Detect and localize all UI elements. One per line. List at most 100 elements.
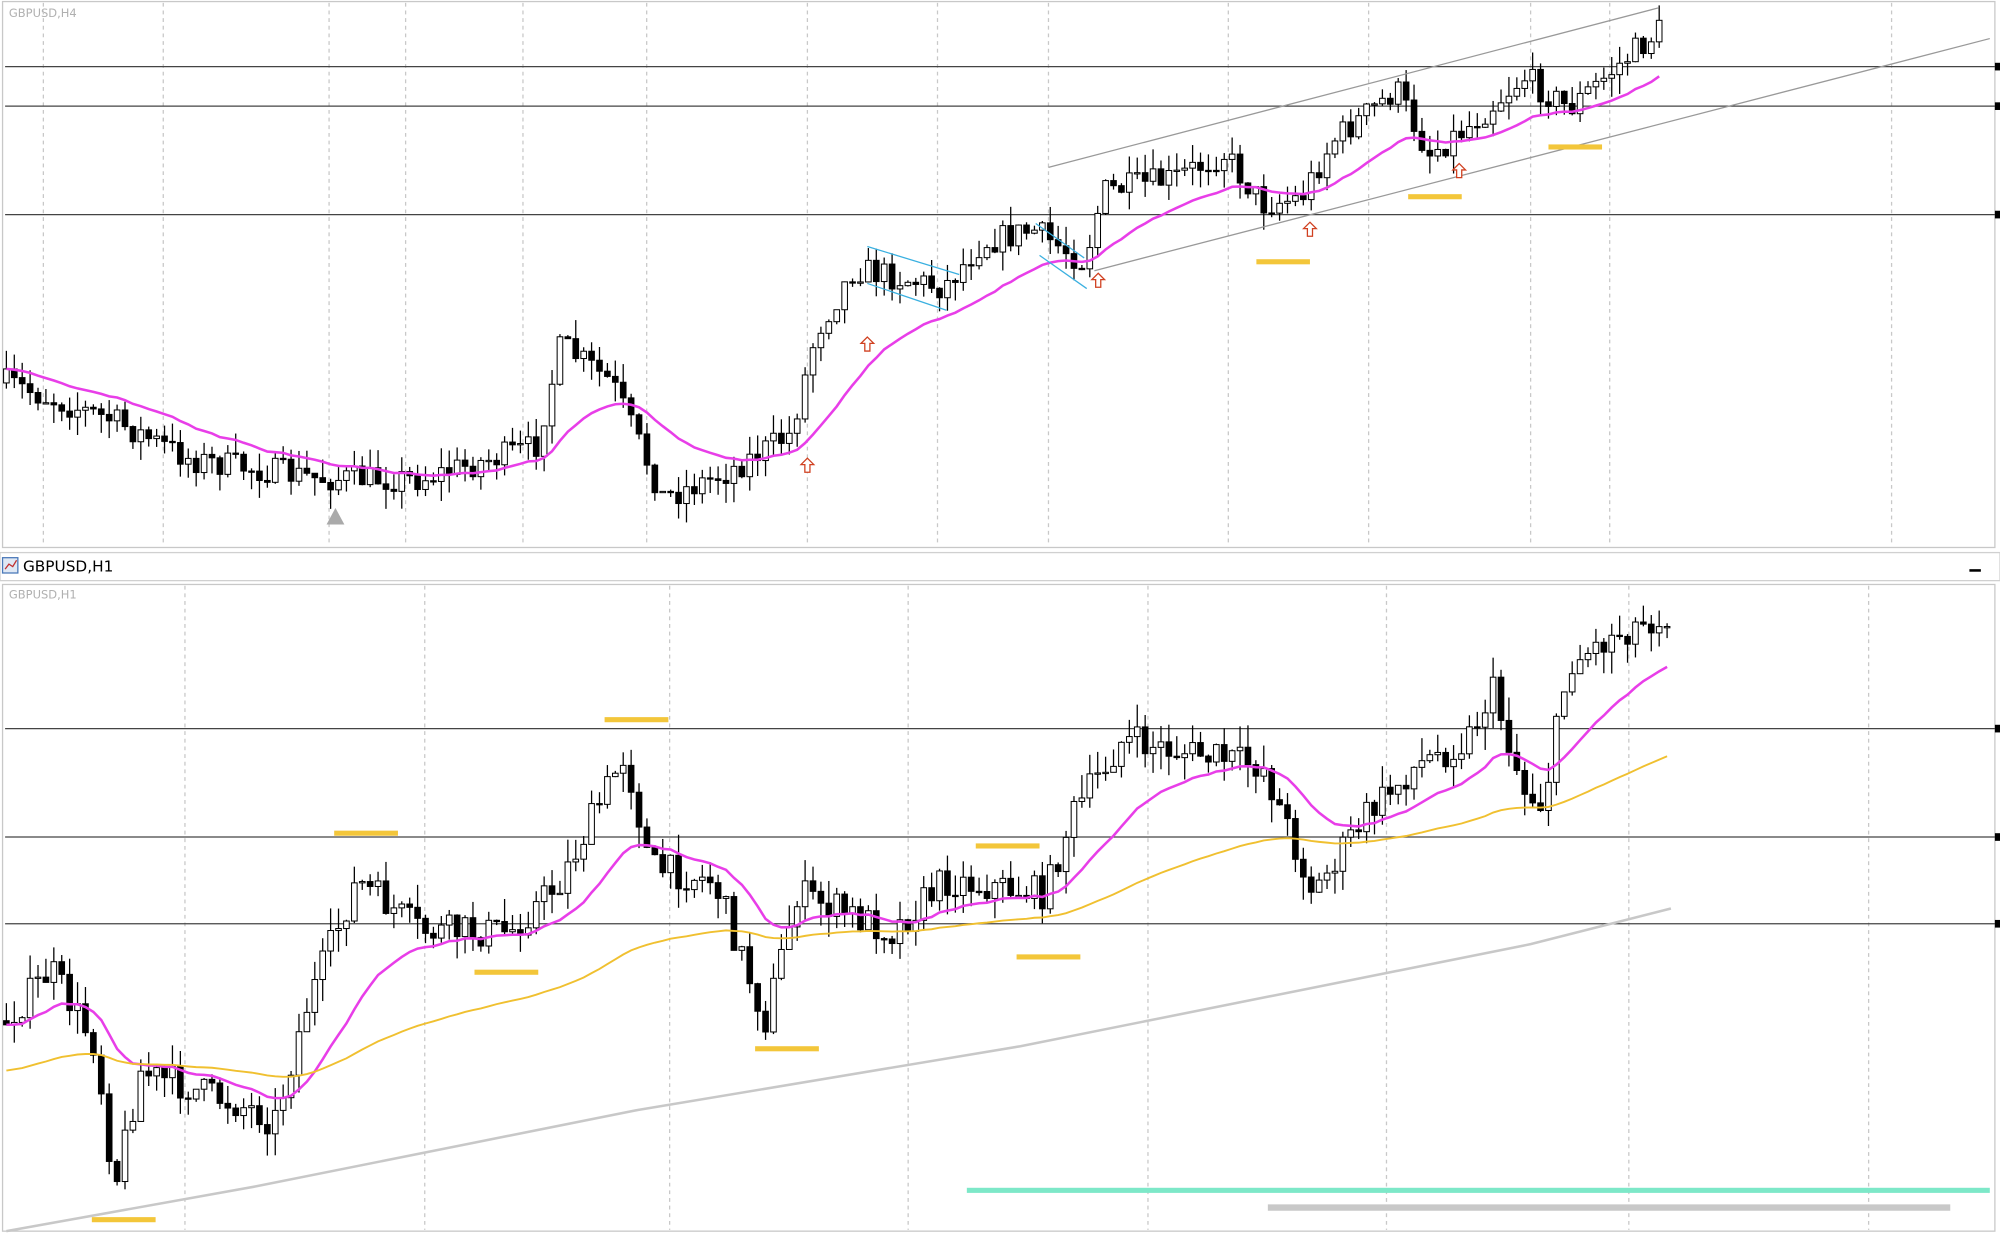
candle-body xyxy=(525,436,532,445)
candle-body xyxy=(177,442,184,465)
candle-body xyxy=(604,370,611,377)
candle-body xyxy=(1118,741,1125,767)
candle-body xyxy=(335,479,342,491)
candle-body xyxy=(1213,744,1220,763)
candle-body xyxy=(967,876,975,892)
candle-body xyxy=(493,919,501,923)
candle-body xyxy=(540,425,548,457)
chart-frame xyxy=(1,0,1996,549)
up-arrow xyxy=(799,457,816,473)
moving-average xyxy=(6,907,1672,1233)
candle-body xyxy=(485,919,493,947)
candle-body xyxy=(232,1107,240,1117)
candle-body xyxy=(327,481,334,491)
candle-body xyxy=(311,979,319,1013)
candle-body xyxy=(754,983,761,1012)
candle-body xyxy=(659,854,667,874)
candle-body xyxy=(975,257,983,267)
candle-body xyxy=(1062,836,1070,873)
candle-body xyxy=(1339,836,1347,872)
up-arrow xyxy=(1451,162,1468,179)
candle-body xyxy=(1513,751,1521,772)
candle-body xyxy=(667,490,674,494)
candle-body xyxy=(477,459,485,478)
candle-body xyxy=(1647,623,1655,634)
candle-body xyxy=(1402,81,1410,101)
candle-body xyxy=(1244,746,1252,766)
candle-body xyxy=(58,961,66,975)
candle-body xyxy=(184,457,192,465)
candle-body xyxy=(999,877,1007,884)
candle-body xyxy=(1181,753,1189,759)
moving-average xyxy=(6,665,1668,1100)
candle-body xyxy=(714,478,722,481)
candle-body xyxy=(1252,764,1260,777)
marker-bar xyxy=(91,1217,156,1223)
up-arrow xyxy=(859,336,876,352)
candle-body xyxy=(1418,760,1426,768)
candle-body xyxy=(1473,126,1481,129)
title-bar[interactable]: GBPUSD,H1 xyxy=(0,551,2000,582)
candle-body xyxy=(1236,746,1244,752)
candle-body xyxy=(1315,879,1323,893)
candle-body xyxy=(256,1105,263,1126)
candle-body xyxy=(430,480,437,483)
candle-body xyxy=(1553,715,1560,783)
candle-body xyxy=(651,464,659,494)
candle-body xyxy=(445,914,453,926)
candle-body xyxy=(1568,103,1576,115)
candle-body xyxy=(121,1129,129,1183)
candle-body xyxy=(1031,875,1038,899)
candle-body xyxy=(991,882,999,899)
candle-body xyxy=(1292,195,1299,202)
candle-body xyxy=(619,381,627,399)
candle-body xyxy=(192,1088,200,1100)
candle-body xyxy=(137,1070,145,1122)
candle-body xyxy=(1157,168,1165,186)
window-title: GBPUSD,H1 xyxy=(23,558,113,576)
triangle-marker xyxy=(326,507,345,525)
candle-body xyxy=(596,803,603,806)
candle-body xyxy=(1379,97,1386,105)
candle-body xyxy=(113,1160,121,1183)
candle-body xyxy=(1126,736,1133,743)
candle-body xyxy=(1640,621,1647,625)
candle-body xyxy=(611,772,619,778)
candle-body xyxy=(1402,784,1410,790)
candle-body xyxy=(1276,799,1283,806)
candle-body xyxy=(3,1020,10,1026)
candle-body xyxy=(1284,200,1291,204)
candle-body xyxy=(809,347,817,376)
marker-bar xyxy=(604,717,669,723)
candle-body xyxy=(366,881,374,887)
candle-body xyxy=(738,946,746,951)
title-bar-bg xyxy=(0,551,2000,582)
candle-body xyxy=(1386,97,1394,105)
candle-body xyxy=(920,275,928,285)
candle-body xyxy=(659,490,667,494)
candle-body xyxy=(1299,858,1307,878)
candle-body xyxy=(1031,229,1038,234)
h4-chart: GBPUSD,H4 xyxy=(1,0,1996,549)
candle-body xyxy=(517,443,524,446)
candle-body xyxy=(1584,86,1592,94)
candle-body xyxy=(161,1067,168,1079)
candle-body xyxy=(1592,80,1600,88)
candle-body xyxy=(580,350,587,360)
candle-body xyxy=(1299,195,1307,201)
candle-body xyxy=(319,477,327,483)
candle-body xyxy=(1386,786,1394,795)
candle-body xyxy=(161,435,168,442)
candle-body xyxy=(1054,864,1062,873)
candle-body xyxy=(1268,768,1275,801)
candle-body xyxy=(74,409,81,418)
candle-body xyxy=(1568,673,1576,693)
candle-body xyxy=(1426,149,1434,157)
minimize-button[interactable] xyxy=(1969,569,1981,572)
candle-body xyxy=(1466,126,1473,139)
candle-body xyxy=(406,903,414,908)
candle-body xyxy=(1434,148,1442,157)
candle-body xyxy=(691,486,698,495)
candle-body xyxy=(556,892,564,896)
